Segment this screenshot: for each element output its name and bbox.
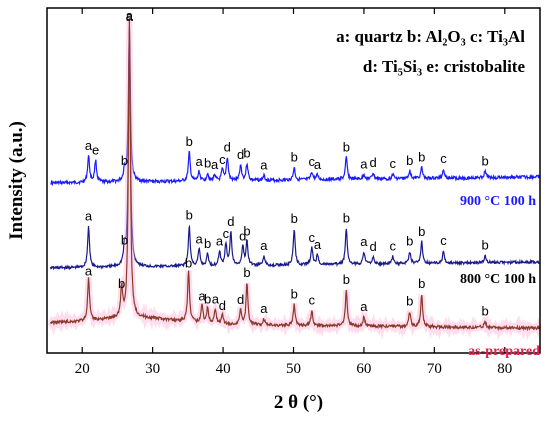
peak-label: b [186,134,193,149]
x-tick-label: 70 [427,361,442,377]
peak-label: b [243,224,250,239]
x-tick-label: 20 [75,361,90,377]
peak-label: a [212,292,220,307]
peak-label: a [196,154,204,169]
peak-label: a [198,289,206,304]
peak-label: a [260,301,268,316]
peak-label: d [237,147,244,162]
peak-label: a [85,209,93,224]
peak-label: b [343,140,350,155]
peak-label: c [390,239,397,254]
peak-label: b [204,236,211,251]
axes-layer: 20 30 40 50 60 70 80 2 θ (°) Intensity (a.u.) [6,7,541,413]
peak-label: c [390,156,397,171]
series-name-label: as-prepared [468,344,540,359]
peak-label: d [227,214,234,229]
series-line [49,18,540,332]
peak-label: a [85,263,93,278]
peak-label: d [237,292,244,307]
peak-label: c [309,154,316,169]
peak-label: b [481,303,488,318]
peak-label: b [418,150,425,165]
peak-label: d [369,155,376,170]
peak-label: a [196,231,204,246]
y-axis-title: Intensity (a.u.) [6,121,27,240]
peak-label: b [406,234,413,249]
peak-label: d [239,228,246,243]
x-tick-label: 40 [216,361,231,377]
peak-label: c [309,293,316,308]
legend-line-2: d: Ti₅Si₃ e: cristobalite [363,57,526,76]
peak-label: d [219,298,226,313]
peak-label: c [219,152,226,167]
peak-label: b [204,292,211,307]
peak-label: b [121,153,128,168]
peak-label: b [121,232,128,247]
peak-label: a [216,234,224,249]
peak-label: b [481,154,488,169]
x-tick-label: 30 [145,361,160,377]
series-layer [47,18,542,342]
peak-label: a [314,237,322,252]
peak-label: a [360,234,368,249]
peak-label: a [314,157,322,172]
peak-label: b [406,153,413,168]
peak-label: e [92,143,99,158]
series-name-label: 800 °C 100 h [460,272,536,287]
x-tick-label: 60 [356,361,371,377]
peak-label: b [118,276,125,291]
peak-label: b [406,294,413,309]
peak-label: b [185,255,192,270]
peak-label: b [243,265,250,280]
peak-label: b [343,272,350,287]
peak-label: b [418,276,425,291]
peak-label: a [360,157,368,172]
peak-label: c [309,230,316,245]
peak-label: a [211,157,219,172]
peak-label: d [369,239,376,254]
peak-label: c [440,151,447,166]
peak-label: b [343,210,350,225]
peak-label: b [291,150,298,165]
peak-label: c [223,226,230,241]
peak-label: c [440,233,447,248]
peak-label: a [126,9,134,24]
peak-label: a [260,158,268,173]
peak-label: d [224,140,231,155]
peak-label: a [126,8,134,23]
x-tick-label: 50 [286,361,301,377]
peak-label: b [243,146,250,161]
peak-label: b [186,208,193,223]
peak-label: b [291,211,298,226]
peak-label: b [481,238,488,253]
peak-label: a [260,238,268,253]
x-tick-label: 80 [497,361,512,377]
series-name-label: 900 °C 100 h [460,194,536,209]
series-line [50,27,540,187]
x-axis-title: 2 θ (°) [274,392,323,413]
peak-label: a [360,299,368,314]
series-line [49,26,540,271]
peak-label: a [85,138,93,153]
peak-label: b [418,224,425,239]
peak-label: b [291,287,298,302]
peak-label: b [204,155,211,170]
legend-line-1: a: quartz b: Al₂O₃ c: Ti₃Al [336,27,525,46]
